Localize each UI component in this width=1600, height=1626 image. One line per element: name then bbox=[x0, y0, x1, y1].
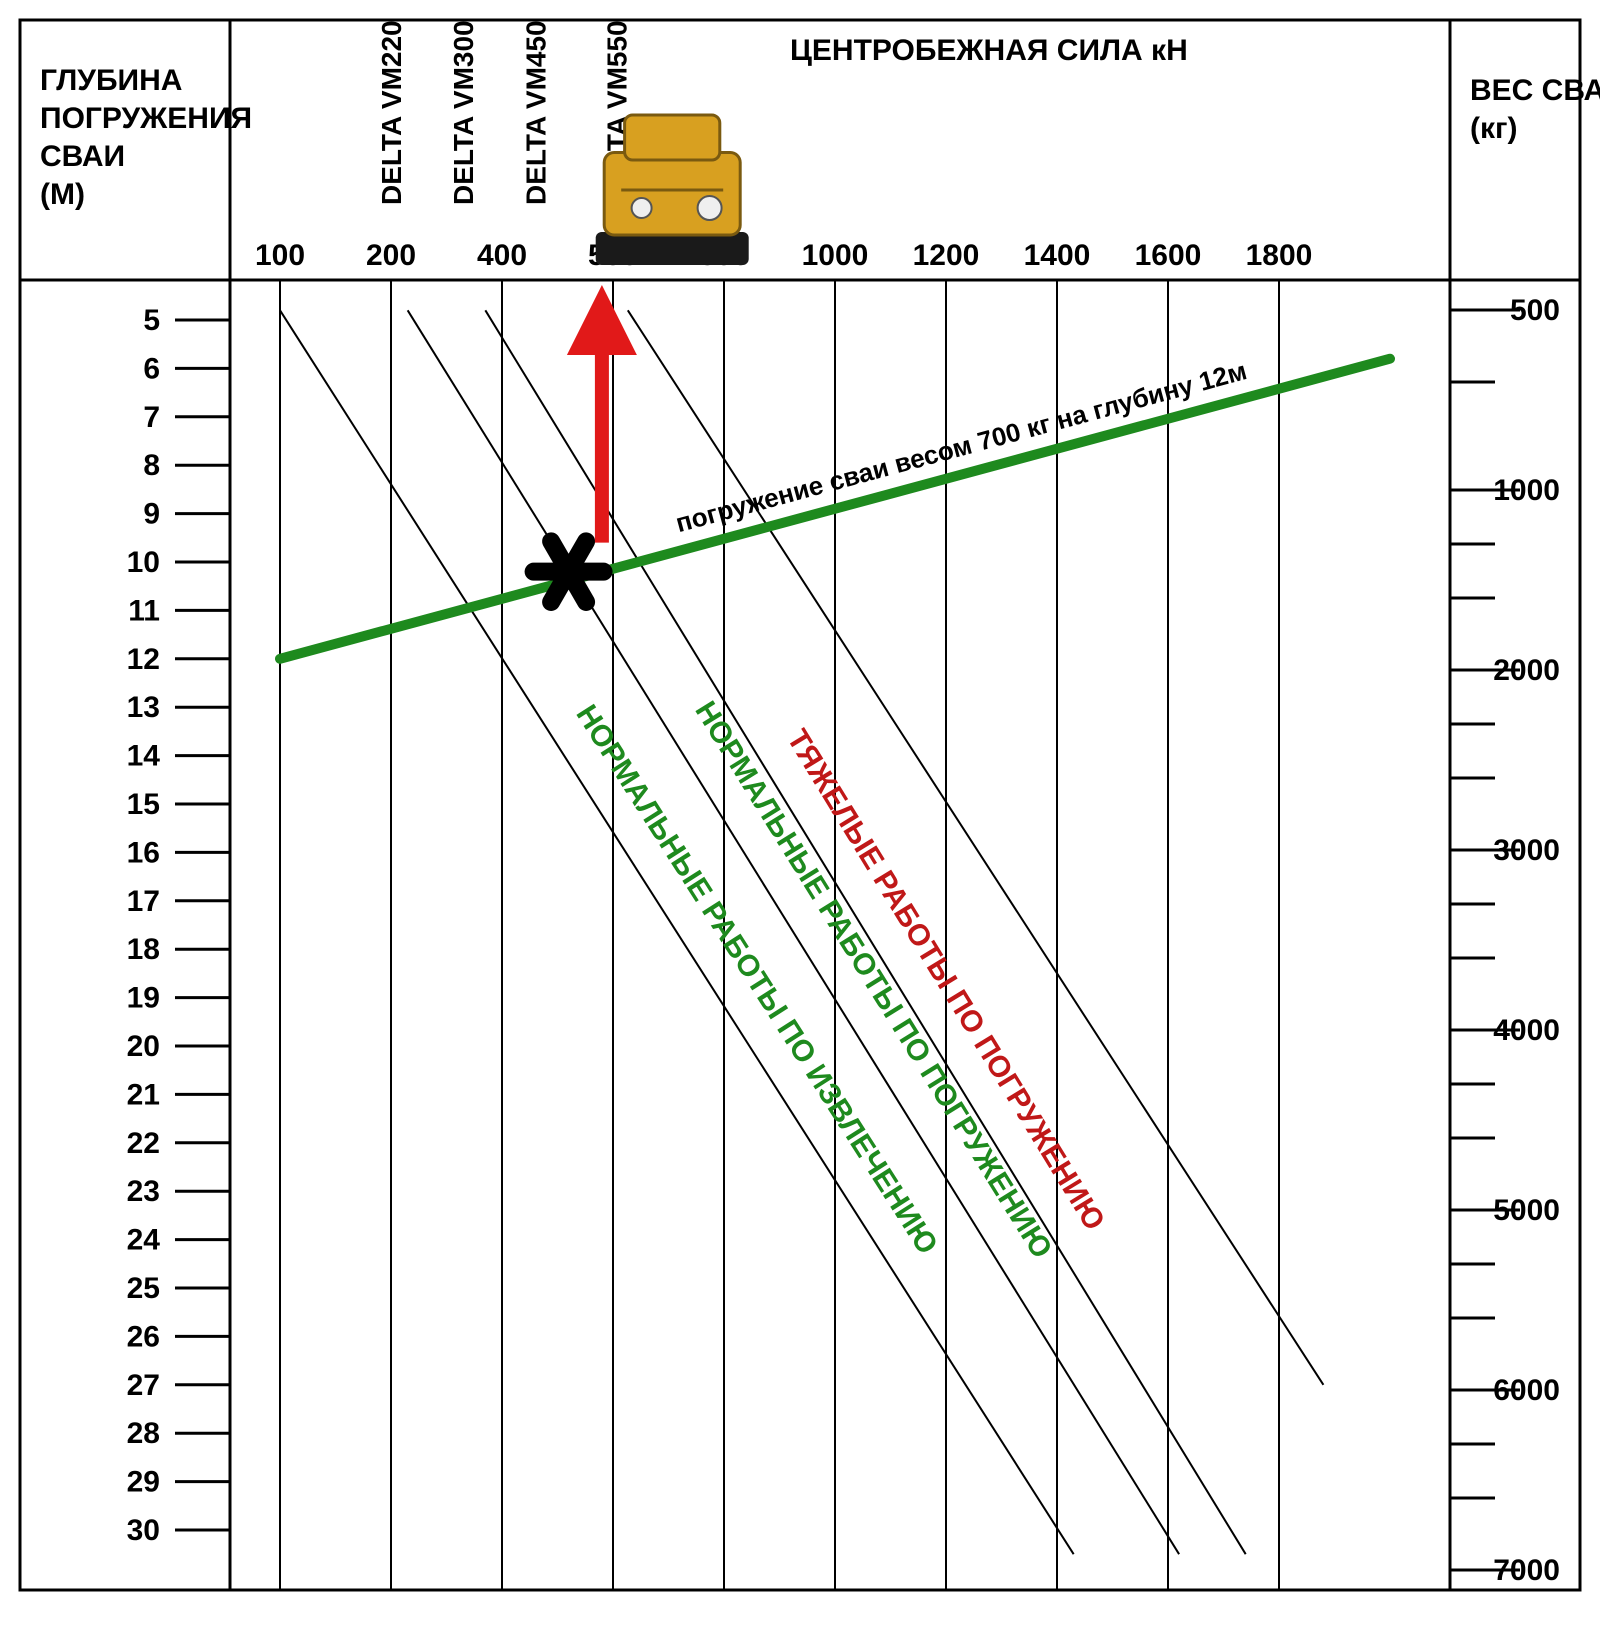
svg-text:100: 100 bbox=[255, 239, 305, 272]
svg-text:7000: 7000 bbox=[1493, 1554, 1560, 1587]
svg-text:ВЕС СВАИ: ВЕС СВАИ bbox=[1470, 74, 1600, 107]
svg-text:500: 500 bbox=[1510, 294, 1560, 327]
svg-text:13: 13 bbox=[127, 691, 160, 724]
svg-text:5000: 5000 bbox=[1493, 1194, 1560, 1227]
svg-text:25: 25 bbox=[127, 1272, 160, 1305]
svg-text:ЦЕНТРОБЕЖНАЯ СИЛА кН: ЦЕНТРОБЕЖНАЯ СИЛА кН bbox=[790, 34, 1188, 67]
svg-text:26: 26 bbox=[127, 1320, 160, 1353]
svg-text:DELTA VM450: DELTA VM450 bbox=[520, 20, 551, 205]
svg-text:30: 30 bbox=[127, 1514, 160, 1547]
svg-text:29: 29 bbox=[127, 1466, 160, 1499]
svg-text:18: 18 bbox=[127, 933, 160, 966]
svg-text:22: 22 bbox=[127, 1127, 160, 1160]
svg-text:1600: 1600 bbox=[1135, 239, 1202, 272]
svg-text:(кг): (кг) bbox=[1470, 112, 1518, 145]
svg-text:1000: 1000 bbox=[1493, 474, 1560, 507]
svg-text:10: 10 bbox=[127, 546, 160, 579]
svg-text:1000: 1000 bbox=[802, 239, 869, 272]
svg-text:DELTA VM300: DELTA VM300 bbox=[448, 20, 479, 205]
svg-text:ГЛУБИНА: ГЛУБИНА bbox=[40, 64, 182, 97]
svg-text:СВАИ: СВАИ bbox=[40, 140, 125, 173]
svg-text:16: 16 bbox=[127, 836, 160, 869]
svg-text:6: 6 bbox=[143, 352, 160, 385]
svg-text:21: 21 bbox=[127, 1078, 160, 1111]
svg-text:7: 7 bbox=[143, 401, 160, 434]
svg-text:4000: 4000 bbox=[1493, 1014, 1560, 1047]
svg-text:23: 23 bbox=[127, 1175, 160, 1208]
svg-text:400: 400 bbox=[477, 239, 527, 272]
svg-text:1800: 1800 bbox=[1246, 239, 1313, 272]
intersection-star bbox=[534, 541, 604, 602]
svg-text:3000: 3000 bbox=[1493, 834, 1560, 867]
svg-text:27: 27 bbox=[127, 1369, 160, 1402]
svg-text:12: 12 bbox=[127, 643, 160, 676]
svg-text:17: 17 bbox=[127, 885, 160, 918]
svg-text:5: 5 bbox=[143, 304, 160, 337]
svg-text:DELTA VM220: DELTA VM220 bbox=[376, 20, 407, 205]
svg-text:6000: 6000 bbox=[1493, 1374, 1560, 1407]
svg-text:28: 28 bbox=[127, 1417, 160, 1450]
nomogram-chart: ГЛУБИНА ПОГРУЖЕНИЯ СВАИ (М) ЦЕНТРОБЕЖНАЯ СИЛ… bbox=[0, 0, 1600, 1626]
svg-text:14: 14 bbox=[127, 740, 161, 773]
svg-text:11: 11 bbox=[128, 594, 160, 627]
svg-text:200: 200 bbox=[366, 239, 416, 272]
svg-text:15: 15 bbox=[127, 788, 160, 821]
svg-text:20: 20 bbox=[127, 1030, 160, 1063]
svg-text:24: 24 bbox=[127, 1224, 161, 1257]
svg-text:(М): (М) bbox=[40, 178, 85, 211]
svg-text:погружение сваи весом 700 кг н: погружение сваи весом 700 кг на глубину … bbox=[672, 355, 1249, 538]
svg-text:1200: 1200 bbox=[913, 239, 980, 272]
svg-text:ПОГРУЖЕНИЯ: ПОГРУЖЕНИЯ bbox=[40, 102, 252, 135]
svg-text:9: 9 bbox=[143, 498, 160, 531]
svg-text:8: 8 bbox=[143, 449, 160, 482]
svg-text:2000: 2000 bbox=[1493, 654, 1560, 687]
svg-text:1400: 1400 bbox=[1024, 239, 1091, 272]
svg-text:19: 19 bbox=[127, 982, 160, 1015]
